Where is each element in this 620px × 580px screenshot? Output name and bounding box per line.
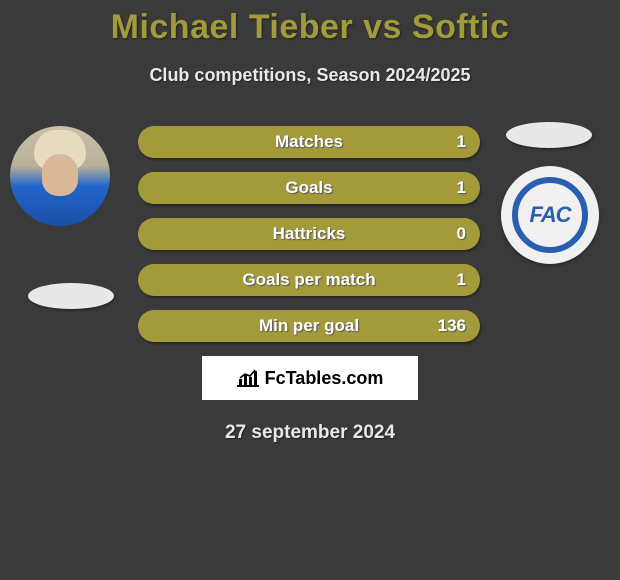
comparison-card: Michael Tieber vs Softic Club competitio… [0,0,620,444]
stat-bar-goals: Goals 1 [138,172,480,204]
subtitle: Club competitions, Season 2024/2025 [0,65,620,86]
stat-label: Matches [138,132,480,152]
stat-value: 1 [457,178,466,198]
stats-list: Matches 1 Goals 1 Hattricks 0 Goals per … [138,126,480,342]
stat-label: Goals [138,178,480,198]
stat-label: Hattricks [138,224,480,244]
player-right-placeholder [506,122,592,148]
date-text: 27 september 2024 [0,422,620,444]
brand-box[interactable]: FcTables.com [202,356,418,400]
avatar-face [42,154,78,196]
page-title: Michael Tieber vs Softic [0,0,620,47]
content-area: FAC Matches 1 Goals 1 Hattricks 0 Goals … [0,126,620,444]
club-badge-ring: FAC [512,177,588,253]
stat-bar-goals-per-match: Goals per match 1 [138,264,480,296]
stat-value: 136 [438,316,466,336]
club-badge-text: FAC [530,202,571,228]
brand-text: FcTables.com [265,368,384,389]
stat-label: Min per goal [138,316,480,336]
stat-label: Goals per match [138,270,480,290]
stat-value: 1 [457,270,466,290]
player-left-placeholder [28,283,114,309]
player-left-avatar [10,126,110,226]
stat-bar-min-per-goal: Min per goal 136 [138,310,480,342]
chart-icon [237,369,259,387]
stat-bar-matches: Matches 1 [138,126,480,158]
stat-value: 1 [457,132,466,152]
stat-bar-hattricks: Hattricks 0 [138,218,480,250]
stat-value: 0 [457,224,466,244]
player-right-badge: FAC [501,166,599,264]
